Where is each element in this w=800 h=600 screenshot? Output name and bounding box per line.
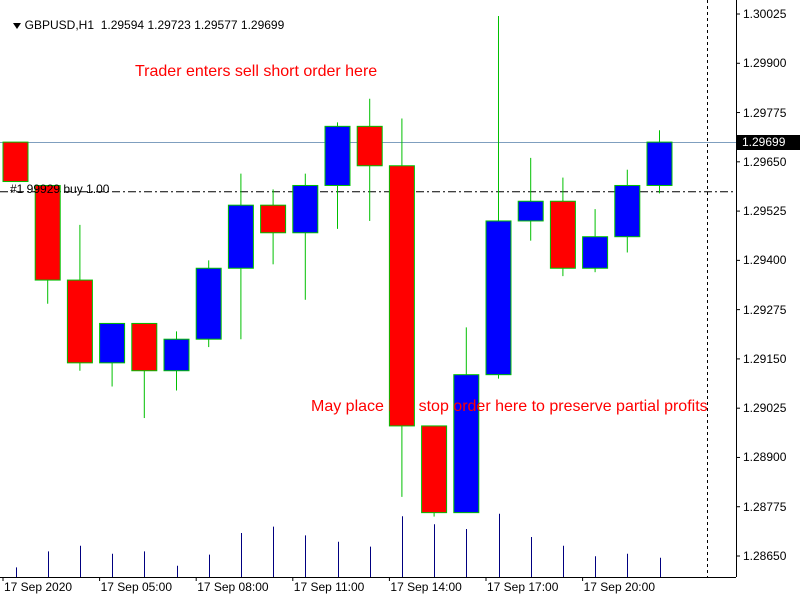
bull-candle [227, 204, 254, 269]
y-tick-label: 1.28650 [743, 549, 787, 563]
current-price-tag: 1.29699 [736, 135, 800, 150]
x-tick-marks [2, 577, 584, 581]
y-tick-label: 1.29275 [743, 302, 787, 317]
x-tick-label: 17 Sep 2020 [4, 580, 73, 594]
y-tick-label: 1.29900 [743, 56, 787, 71]
dropdown-triangle-icon[interactable] [12, 22, 21, 29]
volume-bars [16, 513, 661, 577]
y-tick-label: 1.29650 [743, 154, 787, 169]
bear-candle [421, 425, 448, 514]
x-tick-label: 17 Sep 17:00 [487, 580, 559, 594]
x-tick-label: 17 Sep 11:00 [293, 580, 365, 594]
bull-candle [646, 141, 673, 186]
bear-candle [131, 322, 158, 372]
bull-candle [163, 338, 190, 372]
y-tick-marks [736, 13, 740, 557]
candles [2, 15, 673, 517]
bull-candle [453, 374, 480, 514]
high-value: 1.29723 [147, 18, 191, 32]
x-tick-label: 17 Sep 08:00 [197, 580, 269, 594]
x-tick-label: 17 Sep 14:00 [390, 580, 462, 594]
sell-annotation: Trader enters sell short order here [135, 63, 378, 80]
bear-candle [34, 184, 61, 281]
bull-candle [292, 184, 319, 234]
bear-candle [388, 165, 415, 427]
y-tick-label: 1.30025 [743, 7, 787, 21]
bull-candle [485, 220, 512, 376]
y-tick-label: 1.29150 [743, 351, 787, 366]
x-tick-label: 17 Sep 05:00 [100, 580, 172, 594]
bear-candle [260, 204, 287, 234]
bull-candle [195, 267, 222, 340]
buy-stop-annotation: May place buy stop order here to preserv… [311, 398, 708, 415]
close-value: 1.29699 [240, 18, 285, 32]
bear-candle [549, 200, 576, 269]
bull-candle [99, 322, 126, 364]
y-tick-label: 1.28775 [743, 499, 787, 514]
bull-candle [517, 200, 544, 222]
bear-candle [356, 125, 383, 167]
bull-candle [324, 125, 351, 186]
order-line-label: #1 99929 buy 1.00 [10, 182, 110, 196]
bull-candle [614, 184, 641, 238]
y-tick-label: 1.29525 [743, 204, 787, 219]
symbol-info-bar: GBPUSD,H1 1.29594 1.29723 1.29577 1.2969… [6, 4, 284, 32]
bull-candle [582, 236, 609, 269]
y-tick-label: 1.28900 [743, 450, 787, 465]
bear-candle [66, 279, 93, 364]
bear-candle [2, 141, 29, 183]
y-tick-label: 1.29775 [743, 105, 787, 120]
low-value: 1.29577 [194, 18, 238, 32]
symbol-label: GBPUSD,H1 [24, 18, 95, 32]
open-value: 1.29594 [100, 18, 145, 32]
y-tick-label: 1.29400 [743, 253, 787, 268]
x-tick-label: 17 Sep 20:00 [583, 580, 655, 594]
y-tick-label: 1.29025 [743, 401, 787, 416]
